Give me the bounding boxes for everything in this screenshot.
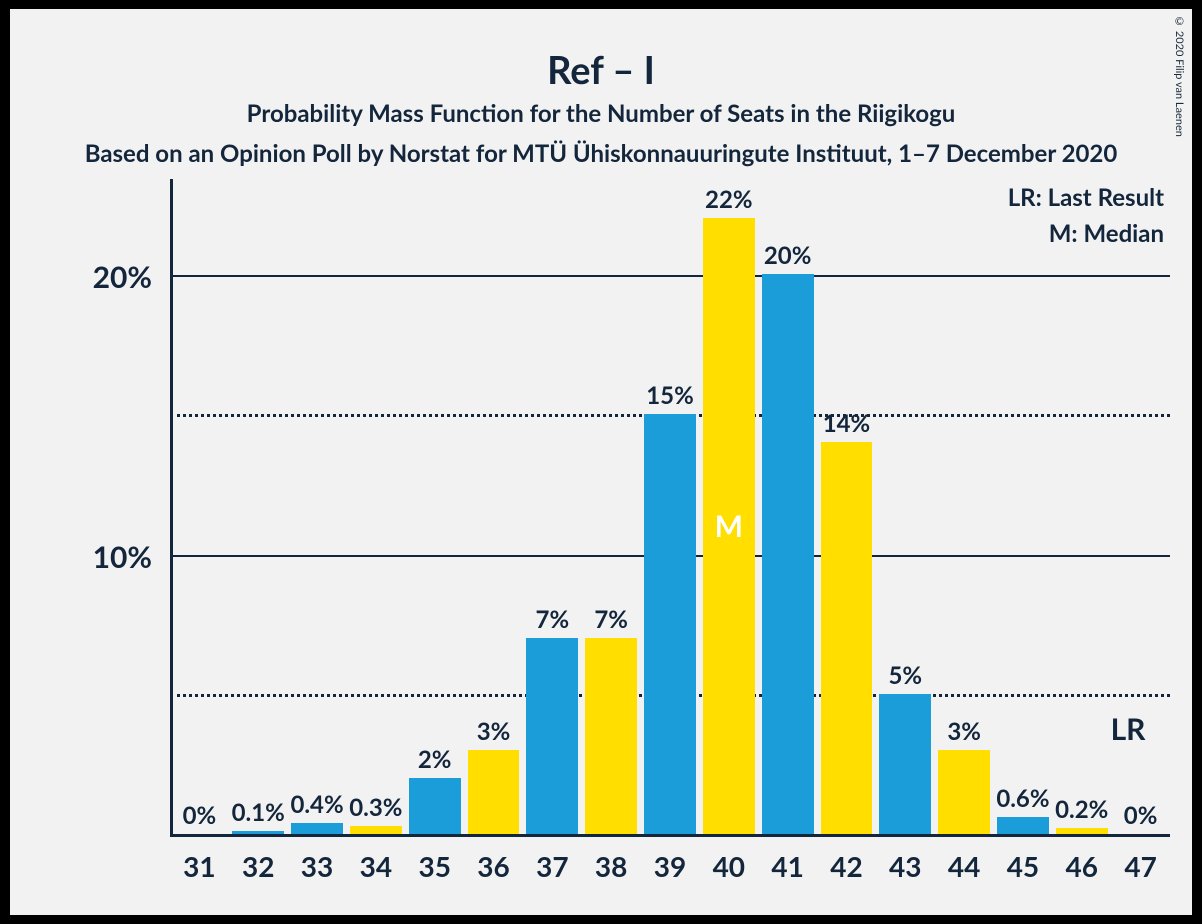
bar: 0.3% xyxy=(350,826,402,834)
bar: 22%M xyxy=(703,218,755,834)
median-marker: M xyxy=(715,508,743,544)
bar-value-label: 7% xyxy=(594,605,628,634)
bar-value-label: 3% xyxy=(477,717,511,746)
y-tick-label: 20% xyxy=(93,259,152,295)
bar: 7% xyxy=(585,638,637,834)
bar-value-label: 0.6% xyxy=(996,784,1049,813)
x-tick-label: 36 xyxy=(477,849,509,883)
x-tick-label: 33 xyxy=(301,849,333,883)
x-tick-label: 44 xyxy=(948,849,980,883)
bars-container: 0%0.1%0.4%0.3%2%3%7%7%15%22%M20%14%5%3%0… xyxy=(170,179,1170,837)
x-tick-label: 41 xyxy=(771,849,803,883)
outer-frame: © 2020 Filip van Laenen Ref – I Probabil… xyxy=(0,0,1202,924)
bar-value-label: 7% xyxy=(536,605,570,634)
bar: 3% xyxy=(938,750,990,834)
bar: 14% xyxy=(821,442,873,834)
bar-value-label: 0% xyxy=(1124,801,1158,830)
bar: 20% xyxy=(762,274,814,834)
x-tick-label: 43 xyxy=(889,849,921,883)
y-tick-label: 10% xyxy=(93,539,152,575)
bar-value-label: 5% xyxy=(888,661,922,690)
bar-value-label: 0.1% xyxy=(232,798,285,827)
bar-value-label: 2% xyxy=(418,745,452,774)
bar: 5% xyxy=(879,694,931,834)
x-tick-label: 32 xyxy=(242,849,274,883)
x-tick-label: 37 xyxy=(536,849,568,883)
chart-basis: Based on an Opinion Poll by Norstat for … xyxy=(10,139,1192,168)
bar: 0.6% xyxy=(997,817,1049,834)
x-tick-label: 40 xyxy=(713,849,745,883)
y-axis xyxy=(170,179,173,837)
bar: 0.4% xyxy=(291,823,343,834)
bar: 3% xyxy=(468,750,520,834)
bar-value-label: 14% xyxy=(823,409,871,438)
plot-area: 0%0.1%0.4%0.3%2%3%7%7%15%22%M20%14%5%3%0… xyxy=(170,179,1170,837)
x-tick-label: 35 xyxy=(418,849,450,883)
x-tick-label: 46 xyxy=(1066,849,1098,883)
x-tick-label: 38 xyxy=(595,849,627,883)
x-tick-label: 39 xyxy=(654,849,686,883)
x-tick-label: 42 xyxy=(830,849,862,883)
chart-subtitle: Probability Mass Function for the Number… xyxy=(10,99,1192,128)
bar: 2% xyxy=(409,778,461,834)
x-tick-label: 47 xyxy=(1124,849,1156,883)
x-tick-label: 45 xyxy=(1007,849,1039,883)
x-axis xyxy=(170,834,1170,837)
lr-marker: LR xyxy=(1111,711,1146,747)
bar-value-label: 0.4% xyxy=(290,790,343,819)
bar-value-label: 0.2% xyxy=(1055,795,1108,824)
chart-title: Ref – I xyxy=(10,47,1192,93)
x-tick-label: 31 xyxy=(183,849,215,883)
chart-panel: © 2020 Filip van Laenen Ref – I Probabil… xyxy=(10,9,1192,915)
bar: 7% xyxy=(526,638,578,834)
bar-value-label: 0.3% xyxy=(349,793,402,822)
bar-value-label: 20% xyxy=(764,241,812,270)
bar: 15% xyxy=(644,414,696,834)
bar-value-label: 0% xyxy=(183,801,217,830)
bar-value-label: 3% xyxy=(947,717,981,746)
bar-value-label: 22% xyxy=(705,185,753,214)
x-tick-label: 34 xyxy=(360,849,392,883)
bar-value-label: 15% xyxy=(646,381,694,410)
